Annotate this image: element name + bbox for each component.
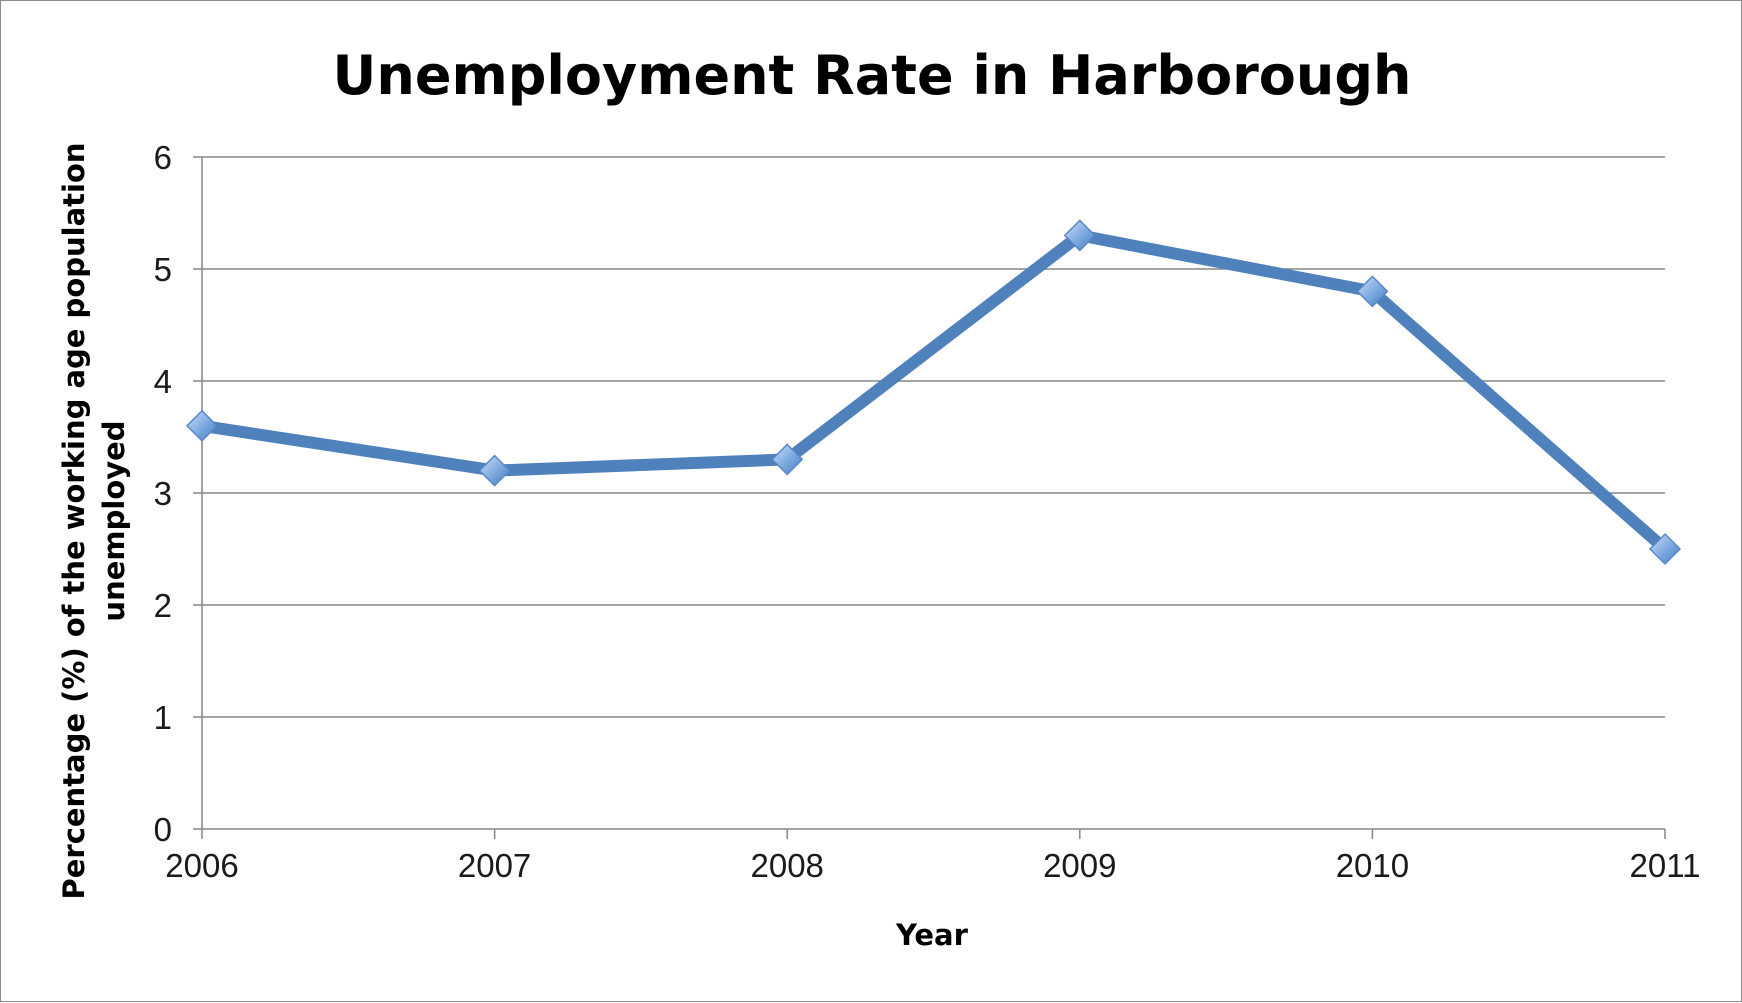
- y-axis-title-line-2: unemployed: [97, 420, 131, 621]
- series-layer: [185, 219, 1682, 566]
- x-tick-label-2011: 2011: [1630, 847, 1701, 884]
- x-tick-label-2008: 2008: [750, 847, 823, 884]
- y-tick-label: 3: [154, 475, 172, 512]
- data-point-marker-2009: [1063, 219, 1096, 252]
- y-axis-title-line-1: Percentage (%) of the working age popula…: [57, 142, 91, 899]
- y-tick-label: 0: [154, 811, 172, 848]
- x-tick-label-2009: 2009: [1043, 847, 1116, 884]
- y-tick-label: 4: [154, 363, 172, 400]
- y-axis-title: Percentage (%) of the working age popula…: [57, 142, 131, 899]
- data-point-marker-2007: [478, 454, 511, 487]
- data-point-marker-2011: [1648, 532, 1682, 566]
- data-point-marker-2010: [1356, 275, 1389, 308]
- x-tick-label-2010: 2010: [1336, 847, 1409, 884]
- gridlines: [202, 156, 1665, 718]
- y-tick-label: 1: [154, 699, 172, 736]
- data-point-marker-2008: [771, 443, 804, 476]
- y-tick-label: 5: [154, 251, 172, 288]
- y-tick-label: 2: [154, 587, 172, 624]
- axes: 0 1 2 3 4 5 6 2006 2007 2008 2009 2010 2011: [154, 139, 1701, 884]
- x-axis-title: Year: [895, 918, 969, 952]
- x-tick-label-2006: 2006: [165, 847, 238, 884]
- x-tick-label-2007: 2007: [458, 847, 531, 884]
- y-tick-label: 6: [154, 139, 172, 176]
- data-point-marker-2006: [185, 409, 219, 442]
- series-line: [196, 229, 1671, 555]
- chart-title: Unemployment Rate in Harborough: [333, 44, 1412, 107]
